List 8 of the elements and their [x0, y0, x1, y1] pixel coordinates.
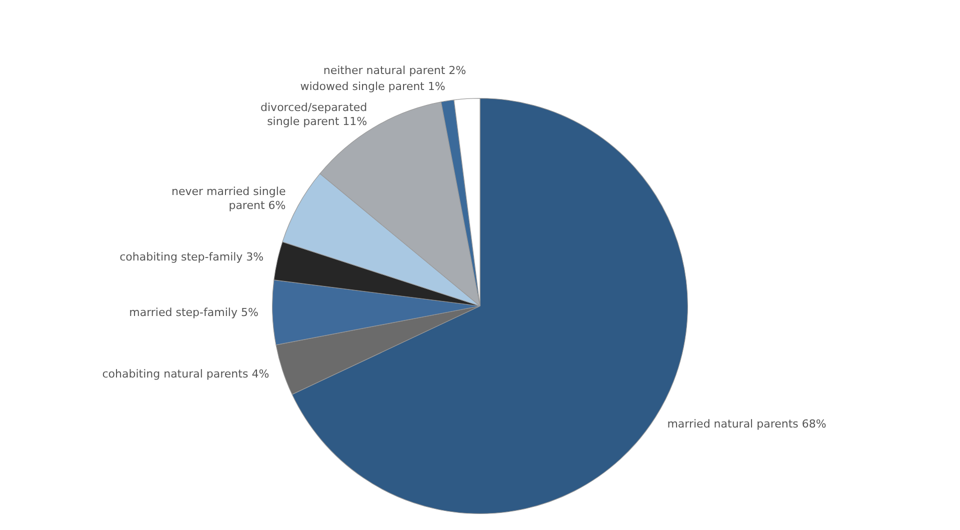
slice-label: divorced/separated single parent 11% [260, 101, 368, 128]
slice-label: neither natural parent 2% [323, 64, 466, 77]
slice-label: cohabiting step-family 3% [120, 250, 264, 264]
slice-label: never married single parent 6% [172, 185, 286, 212]
slice-label: married step-family 5% [129, 306, 258, 319]
slice-label: married natural parents 68% [667, 418, 826, 431]
slice-label: cohabiting natural parents 4% [102, 367, 270, 380]
slice-label: widowed single parent 1% [300, 80, 446, 93]
